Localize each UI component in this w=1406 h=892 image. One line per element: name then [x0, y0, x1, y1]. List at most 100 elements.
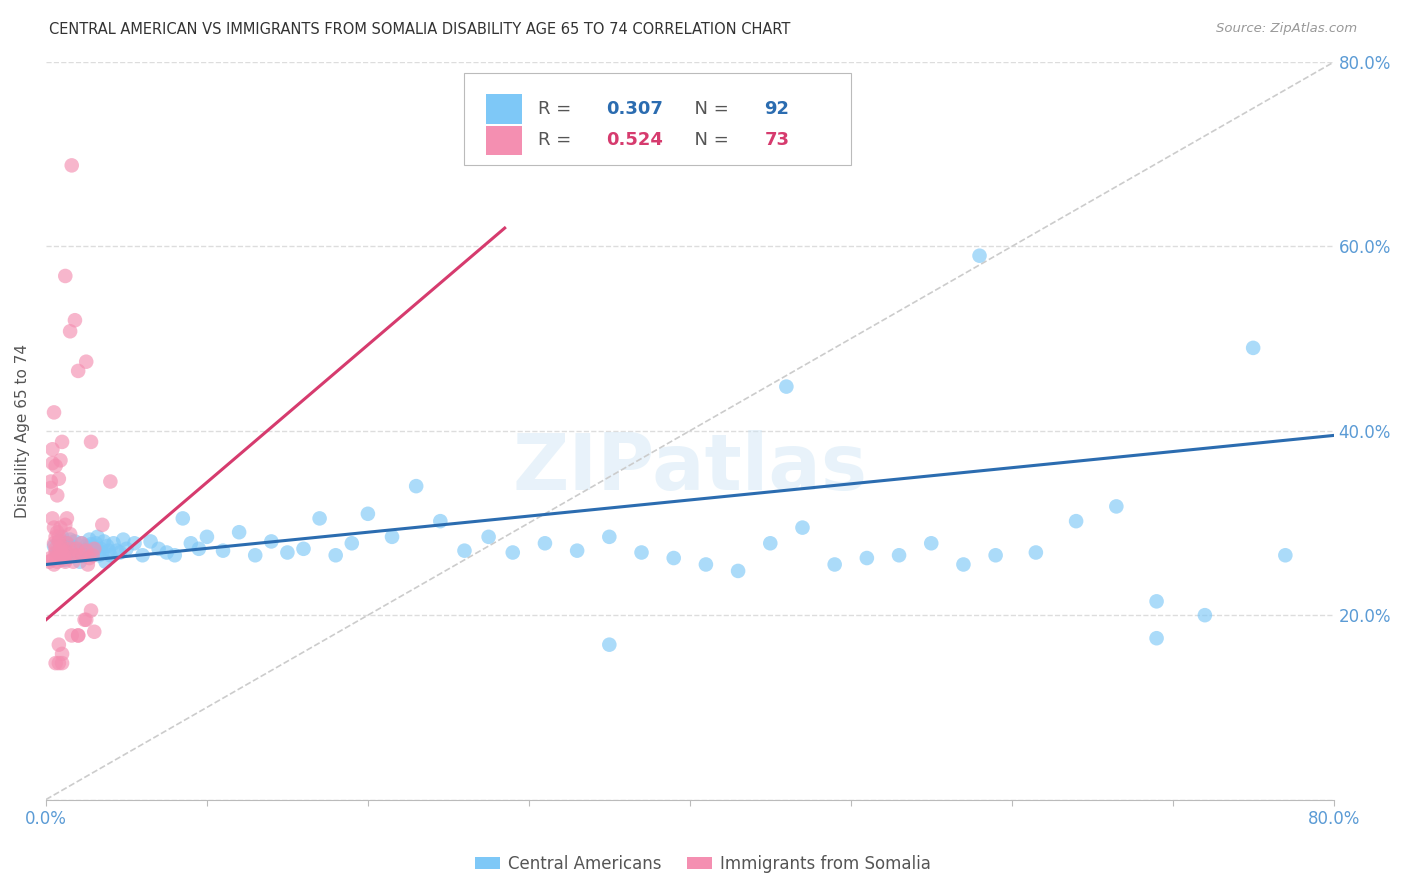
Point [91, 545, 114, 559]
Point [75, 543, 97, 558]
Point [46, 555, 69, 569]
Point [62, 545, 84, 559]
Point [212, 543, 235, 558]
Point [228, 525, 250, 540]
Point [59, 543, 82, 558]
Point [775, 379, 797, 393]
Point [48, 545, 70, 559]
Point [82, 548, 104, 562]
Point [51, 656, 73, 670]
Point [48, 472, 70, 486]
Point [565, 543, 588, 558]
Point [42, 520, 65, 534]
Text: R =: R = [538, 100, 576, 118]
Point [103, 536, 125, 550]
Point [80, 537, 103, 551]
Point [60, 539, 83, 553]
Point [124, 536, 146, 550]
Point [1146, 631, 1168, 645]
Point [180, 536, 202, 550]
Point [45, 458, 67, 473]
Point [381, 530, 404, 544]
Point [41, 511, 63, 525]
Point [60, 628, 83, 642]
Point [51, 548, 73, 562]
Point [67, 628, 90, 642]
Point [83, 543, 105, 558]
Point [91, 517, 114, 532]
Point [325, 548, 347, 562]
Point [49, 453, 72, 467]
Point [45, 530, 67, 544]
Point [340, 536, 363, 550]
Point [69, 548, 91, 562]
FancyBboxPatch shape [464, 73, 851, 165]
Point [276, 545, 298, 559]
Point [139, 534, 162, 549]
Point [429, 514, 451, 528]
Y-axis label: Disability Age 65 to 74: Disability Age 65 to 74 [15, 343, 30, 518]
Point [63, 548, 86, 562]
Point [70, 536, 93, 550]
Point [72, 548, 94, 562]
Point [920, 536, 942, 550]
Point [59, 541, 82, 556]
Point [41, 456, 63, 470]
Text: ZIPatlas: ZIPatlas [512, 430, 868, 506]
Point [73, 542, 96, 557]
Text: N =: N = [683, 100, 735, 118]
Point [598, 638, 620, 652]
Point [59, 527, 82, 541]
Text: 92: 92 [765, 100, 790, 118]
Point [51, 539, 73, 553]
Point [131, 548, 153, 562]
Point [1194, 608, 1216, 623]
Point [39, 481, 62, 495]
Point [84, 536, 107, 550]
Point [112, 533, 135, 547]
Point [46, 488, 69, 502]
Point [453, 543, 475, 558]
Point [52, 548, 75, 562]
Text: R =: R = [538, 131, 576, 150]
Point [76, 545, 98, 559]
Point [172, 511, 194, 525]
Point [1274, 548, 1296, 562]
Point [94, 555, 117, 569]
Point [41, 442, 63, 457]
Point [245, 548, 267, 562]
Point [759, 536, 782, 550]
Point [51, 530, 73, 544]
Point [357, 507, 380, 521]
Point [87, 548, 110, 562]
Point [1241, 341, 1264, 355]
Point [187, 541, 209, 556]
Point [65, 541, 87, 556]
Point [824, 558, 846, 572]
Point [80, 434, 103, 449]
Point [727, 564, 749, 578]
Point [76, 558, 98, 572]
Point [51, 434, 73, 449]
Point [53, 517, 76, 532]
Point [502, 545, 524, 559]
Point [86, 530, 108, 544]
Point [98, 475, 121, 489]
Point [42, 536, 65, 550]
Point [41, 553, 63, 567]
Point [48, 530, 70, 544]
Point [58, 548, 80, 562]
Text: N =: N = [683, 131, 735, 150]
Point [48, 534, 70, 549]
Point [1146, 594, 1168, 608]
Point [58, 545, 80, 559]
Point [45, 541, 67, 556]
Point [1105, 500, 1128, 514]
Bar [486, 95, 523, 124]
Point [60, 158, 83, 172]
Point [59, 324, 82, 338]
Point [53, 268, 76, 283]
Point [45, 545, 67, 559]
Point [59, 533, 82, 547]
Point [984, 548, 1007, 562]
